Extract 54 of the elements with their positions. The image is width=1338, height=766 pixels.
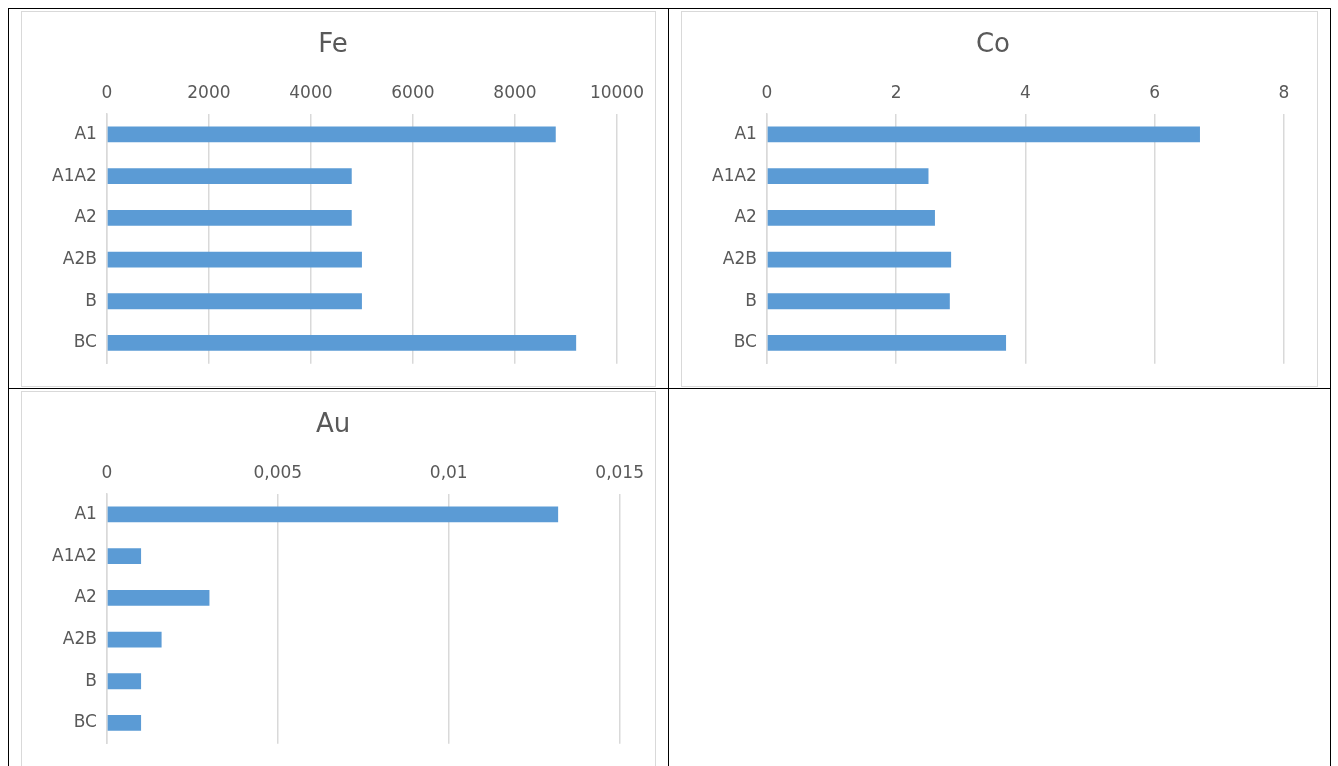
bar [107, 673, 142, 690]
x-tick-label: 0,005 [253, 461, 303, 482]
bar [107, 589, 210, 606]
x-tick-label: 0,01 [429, 461, 468, 482]
x-tick-label: 0 [101, 461, 113, 482]
bar [107, 168, 352, 185]
bar [767, 251, 952, 268]
x-tick-label: 10000 [589, 81, 645, 102]
x-tick-label: 0 [101, 81, 113, 102]
x-tick-label: 4000 [289, 81, 333, 102]
bar [107, 548, 142, 565]
x-tick-label: 4 [1020, 81, 1031, 102]
y-tick-label: A2 [74, 206, 97, 227]
x-tick-label: 2000 [187, 81, 231, 102]
y-tick-label: A2 [74, 586, 97, 607]
y-tick-label: B [745, 289, 757, 310]
y-tick-label: BC [73, 331, 97, 352]
y-tick-label: A2 [734, 206, 757, 227]
bar [767, 335, 1007, 351]
bar [107, 251, 362, 268]
bar [107, 335, 577, 351]
y-tick-label: BC [733, 331, 757, 352]
chart-title: Co [975, 28, 1011, 59]
x-tick-label: 6 [1149, 81, 1161, 102]
bar [767, 168, 929, 185]
y-tick-label: A1 [74, 502, 97, 523]
x-tick-label: 0,015 [595, 461, 644, 482]
y-tick-label: A1A2 [52, 544, 97, 565]
y-tick-label: A1 [734, 122, 757, 143]
y-tick-label: A1A2 [52, 164, 97, 185]
chart-title: Au [315, 408, 351, 439]
chart-title: Fe [318, 28, 348, 59]
bar [107, 126, 556, 143]
y-tick-label: A2B [62, 627, 97, 648]
x-tick-label: 6000 [391, 81, 435, 102]
y-tick-label: BC [73, 711, 97, 732]
y-tick-label: A2B [722, 247, 757, 268]
bar [767, 209, 935, 226]
y-tick-label: A1A2 [712, 164, 757, 185]
bar [107, 631, 162, 648]
bar [107, 715, 142, 731]
bar [107, 209, 352, 226]
bar [107, 506, 559, 523]
bar [107, 293, 362, 310]
y-tick-label: A2B [62, 247, 97, 268]
bar [767, 126, 1200, 143]
x-tick-label: 0 [761, 81, 773, 102]
bar [767, 293, 950, 310]
y-tick-label: B [85, 669, 97, 690]
y-tick-label: A1 [74, 122, 97, 143]
x-tick-label: 2 [890, 81, 902, 102]
x-tick-label: 8 [1278, 81, 1290, 102]
x-tick-label: 8000 [493, 81, 537, 102]
y-tick-label: B [85, 289, 97, 310]
